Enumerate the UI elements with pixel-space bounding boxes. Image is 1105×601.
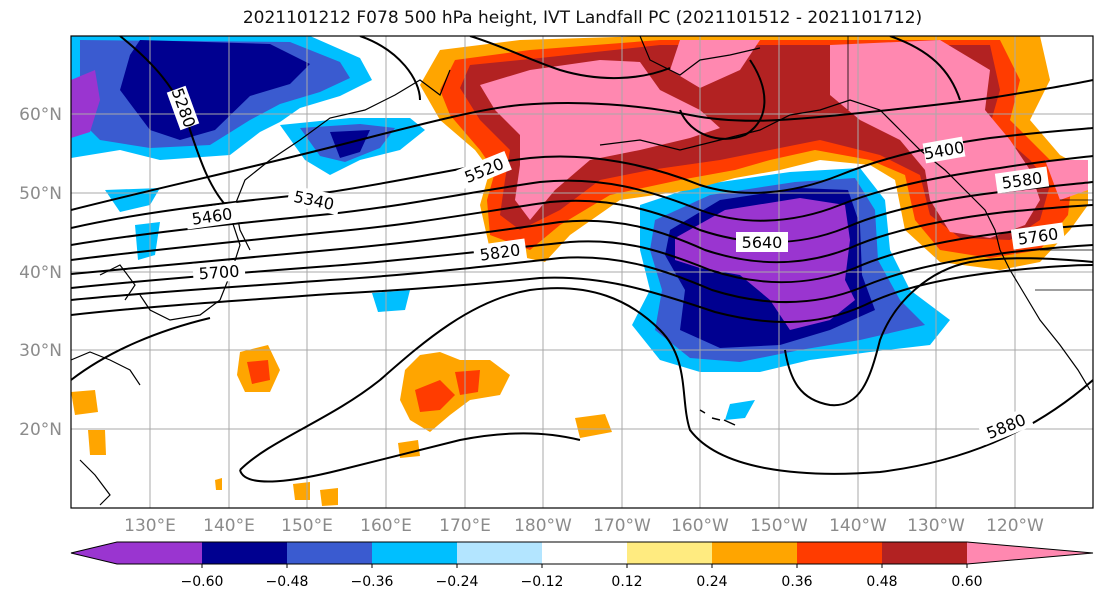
contour-line-sw xyxy=(71,317,211,381)
colorbar-bin xyxy=(882,542,967,564)
contour-line-alaska xyxy=(679,59,766,140)
contour-line-ne xyxy=(889,36,961,101)
colorbar-tick-label: 0.48 xyxy=(866,574,897,590)
contour-line xyxy=(71,181,1093,261)
shade-pnw-pink xyxy=(1045,160,1088,200)
colorbar-bin xyxy=(372,542,457,564)
longitude-labels: 130°E 140°E 150°E 160°E 170°E 180°W 170°… xyxy=(124,516,1044,536)
coast-hawaii xyxy=(699,409,736,426)
contour-line-north-1 xyxy=(469,36,671,80)
shade-small-blue-3 xyxy=(372,290,410,312)
shade-subtrop-7 xyxy=(293,482,310,500)
colorbar-ticks xyxy=(201,564,968,568)
colorbar-tick-label: −0.36 xyxy=(351,574,394,590)
graticule xyxy=(71,36,1093,508)
coast-philippines xyxy=(79,459,111,506)
colorbar-tick-label: 0.12 xyxy=(611,574,642,590)
shade-subtrop-1-outer xyxy=(400,352,510,432)
lon-label: 140°E xyxy=(203,516,255,536)
shade-subtrop-8 xyxy=(320,488,338,506)
contour-line xyxy=(71,204,1093,275)
shade-subtrop-3 xyxy=(575,414,612,438)
contour-line-5880 xyxy=(239,287,1093,475)
contour-line-5880-west xyxy=(239,432,581,483)
map-frame xyxy=(70,35,1094,509)
latitude-labels: 60°N 50°N 40°N 30°N 20°N xyxy=(19,105,62,440)
colorbar-bin xyxy=(542,542,627,564)
colorbar-bin xyxy=(627,542,712,564)
shade-subtrop-9 xyxy=(215,478,222,490)
colorbar-extend-low xyxy=(71,542,117,564)
lon-label: 120°W xyxy=(986,516,1044,536)
lat-label-60n: 60°N xyxy=(19,105,62,125)
contour-line xyxy=(71,79,1093,211)
colorbar-tick-label: −0.60 xyxy=(181,574,224,590)
colorbar-bin xyxy=(712,542,797,564)
lon-label: 150°E xyxy=(281,516,333,536)
colorbar-bin xyxy=(457,542,542,564)
lon-label: 140°W xyxy=(829,516,887,536)
contour-line xyxy=(71,264,1093,324)
lat-label-50n: 50°N xyxy=(19,184,62,204)
contour-line xyxy=(71,155,1093,246)
colorbar-bin xyxy=(797,542,882,564)
coast-bering xyxy=(639,36,761,76)
colorbar-tick-label: −0.12 xyxy=(521,574,564,590)
colorbar-bin xyxy=(287,542,372,564)
shade-north-pink-mid xyxy=(670,40,760,88)
colorbar-tick-label: −0.24 xyxy=(436,574,479,590)
lon-label: 130°W xyxy=(907,516,965,536)
lat-label-30n: 30°N xyxy=(19,341,62,361)
map-title: 2021101212 F078 500 hPa height, IVT Land… xyxy=(242,8,923,28)
lon-label: 180°W xyxy=(514,516,572,536)
us-state-lines xyxy=(1035,199,1093,291)
lat-label-20n: 20°N xyxy=(19,420,62,440)
shade-north-pink-east xyxy=(830,40,1040,238)
contour-line xyxy=(71,224,1093,289)
shade-subtrop-1-core2 xyxy=(455,370,480,395)
shade-subtrop-1-core xyxy=(415,380,455,412)
colorbar-tick-label: 0.24 xyxy=(696,574,727,590)
lon-label: 160°W xyxy=(671,516,729,536)
shade-small-blue-1 xyxy=(105,188,160,212)
shade-nw-purple xyxy=(71,70,100,138)
shade-subtrop-2-core xyxy=(247,360,270,384)
lon-label: 160°E xyxy=(360,516,412,536)
contour-line-5820-east xyxy=(784,257,1093,407)
colorbar-tick-label: −0.48 xyxy=(266,574,309,590)
shade-subtrop-5 xyxy=(88,430,106,455)
colorbar-tick-label: 0.36 xyxy=(781,574,812,590)
colorbar: −0.60 −0.48 −0.36 −0.24 −0.12 0.12 0.24 … xyxy=(70,541,1094,590)
shade-hawaii-blue xyxy=(725,400,755,420)
coast-china xyxy=(71,351,141,386)
contour-label-5700: 5700 xyxy=(198,262,240,284)
coast-japan xyxy=(139,214,241,321)
contour-line xyxy=(71,244,1093,304)
lon-label: 150°W xyxy=(750,516,808,536)
lon-label: 130°E xyxy=(124,516,176,536)
shade-nw-core xyxy=(120,40,310,140)
shade-subtrop-4 xyxy=(71,390,98,415)
contour-line-5280 xyxy=(119,36,231,211)
colorbar-outline xyxy=(70,541,1094,565)
colorbar-bin xyxy=(202,542,287,564)
lon-label: 170°E xyxy=(439,516,491,536)
shade-nw-lobe-core xyxy=(330,130,370,158)
lat-label-40n: 40°N xyxy=(19,263,62,283)
lon-label: 170°W xyxy=(593,516,651,536)
contour-line-north-2 xyxy=(359,36,421,101)
colorbar-bin xyxy=(117,542,202,564)
shade-central-core xyxy=(675,198,855,330)
shade-north-pink-west xyxy=(480,60,720,220)
colorbar-extend-high xyxy=(967,542,1093,564)
colorbar-tick-label: 0.60 xyxy=(951,574,982,590)
contour-label-5640: 5640 xyxy=(742,233,783,252)
